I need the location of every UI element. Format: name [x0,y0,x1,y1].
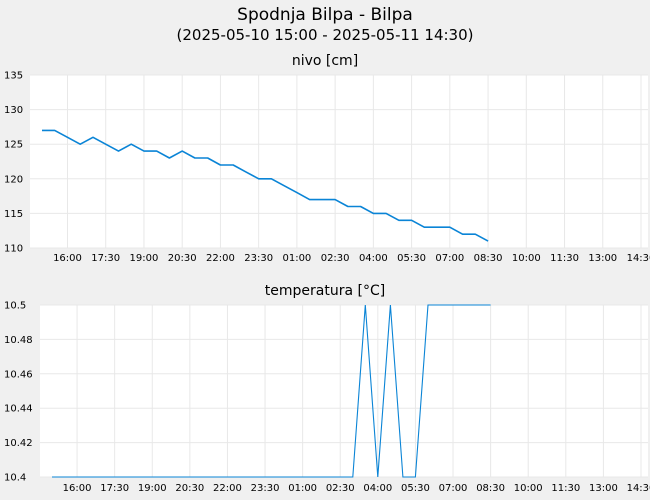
temperatura-x-tick-label: 14:30 [627,483,650,494]
nivo-x-tick-label: 13:00 [588,253,617,264]
nivo-plot-area [30,75,648,248]
nivo-x-tick-label: 22:00 [206,253,235,264]
temperatura-y-tick-label: 10.44 [4,404,33,415]
nivo-y-tick-label: 125 [4,140,23,151]
temperatura-y-tick-label: 10.48 [4,335,33,346]
nivo-x-tick-label: 23:30 [244,253,273,264]
temperatura-x-tick-label: 23:30 [251,483,280,494]
temperatura-y-tick-label: 10.5 [4,301,26,312]
temperatura-x-tick-label: 13:00 [589,483,618,494]
nivo-panel: 110 115 120 125 130 135 16:00 17:30 19:00 20:30 22… [4,71,650,265]
nivo-x-tick-label: 08:30 [474,253,503,264]
nivo-series-line [42,129,489,242]
nivo-x-tick-label: 14:30 [627,253,650,264]
temperatura-x-tick-label: 04:00 [363,483,392,494]
temperatura-x-tick-label: 22:00 [213,483,242,494]
nivo-x-tick-label: 01:00 [282,253,311,264]
temperatura-y-tick-label: 10.46 [4,369,33,380]
nivo-y-tick-label: 115 [4,209,23,220]
temperatura-x-tick-label: 16:00 [63,483,92,494]
temperatura-x-tick-label: 07:00 [439,483,468,494]
temperatura-x-tick-label: 10:00 [514,483,543,494]
temperatura-panel: 10.4 10.42 10.44 10.46 10.48 10.5 16:00 17:30 19… [4,301,650,495]
temperatura-plot-area [40,305,648,477]
nivo-x-tick-label: 16:00 [53,253,82,264]
chart-subtitle: (2025-05-10 15:00 - 2025-05-11 14:30) [177,26,474,44]
nivo-x-tick-label: 20:30 [168,253,197,264]
nivo-y-tick-label: 120 [4,174,23,185]
temperatura-panel-title: temperatura [°C] [265,283,385,299]
nivo-x-tick-label: 07:00 [435,253,464,264]
nivo-x-tick-label: 17:30 [91,253,120,264]
nivo-y-tick-label: 130 [4,105,23,116]
nivo-x-tick-label: 04:00 [359,253,388,264]
nivo-panel-title: nivo [cm] [292,53,358,69]
nivo-y-tick-label: 110 [4,244,23,255]
nivo-x-tick-label: 10:00 [512,253,541,264]
temperatura-x-tick-label: 05:30 [401,483,430,494]
temperatura-y-tick-label: 10.4 [4,473,26,484]
nivo-x-tick-label: 02:30 [321,253,350,264]
temperatura-x-tick-label: 20:30 [175,483,204,494]
temperatura-x-tick-label: 17:30 [100,483,129,494]
nivo-x-tick-label: 05:30 [397,253,426,264]
temperatura-x-tick-label: 08:30 [476,483,505,494]
nivo-x-tick-label: 11:30 [550,253,579,264]
chart-title: Spodnja Bilpa - Bilpa [237,5,413,25]
temperatura-x-tick-label: 19:00 [138,483,167,494]
temperatura-y-tick-label: 10.42 [4,438,33,449]
temperatura-series-line [52,304,491,478]
nivo-x-tick-label: 19:00 [130,253,159,264]
temperatura-x-tick-label: 11:30 [551,483,580,494]
nivo-y-tick-label: 135 [4,71,23,82]
temperatura-x-tick-label: 01:00 [288,483,317,494]
temperatura-x-tick-label: 02:30 [326,483,355,494]
